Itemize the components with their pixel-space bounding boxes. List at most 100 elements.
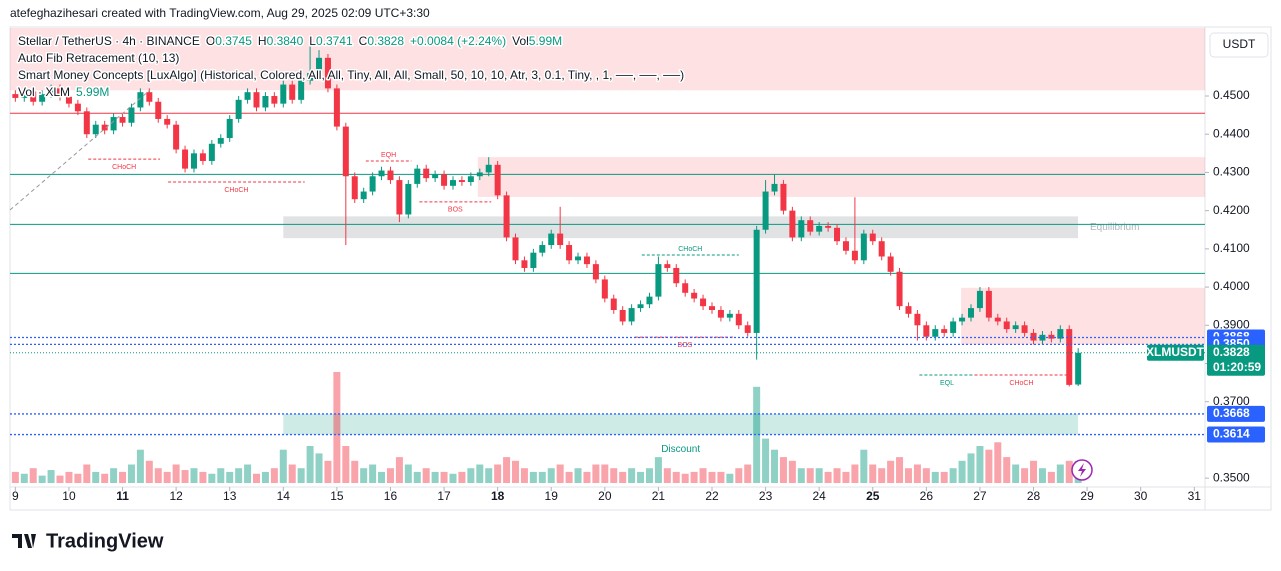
volume-bar xyxy=(851,464,859,483)
volume-bar xyxy=(181,470,189,483)
volume-bar xyxy=(154,468,162,483)
candle-body xyxy=(280,84,287,104)
candle-body xyxy=(226,118,233,139)
candle-body xyxy=(92,124,99,135)
candle-body xyxy=(583,256,590,265)
structure-label: CHoCH xyxy=(112,164,136,171)
candle-body xyxy=(548,233,555,246)
zone xyxy=(283,216,1078,239)
volume-bar xyxy=(520,468,528,483)
volume-bar xyxy=(244,464,252,483)
candle-body xyxy=(262,96,269,108)
ohlc-label: C xyxy=(359,34,368,48)
candle-body xyxy=(405,183,412,215)
volume-bar xyxy=(413,471,421,483)
y-tick-label: 0.4200 xyxy=(1213,203,1250,217)
candle-body xyxy=(101,124,108,131)
volume-bar xyxy=(815,468,823,483)
volume-bar xyxy=(556,464,564,483)
volume-bar xyxy=(949,468,957,483)
volume-bar xyxy=(101,473,109,483)
attribution: atefeghazihesari created with TradingVie… xyxy=(10,6,430,20)
volume-bar xyxy=(476,464,484,483)
candle-body xyxy=(860,233,867,261)
volume-bar xyxy=(288,464,296,483)
volume-bar xyxy=(1065,460,1073,483)
candle-body xyxy=(655,264,662,297)
indicator: Smart Money Concepts [LuxAlgo] (Historic… xyxy=(18,68,684,82)
volume-bar xyxy=(369,464,377,483)
candle-body xyxy=(190,153,197,169)
candle-body xyxy=(449,180,456,186)
volume-bar xyxy=(1030,460,1038,483)
volume-bar xyxy=(583,471,591,483)
candle-body xyxy=(637,304,644,309)
candle-body xyxy=(825,225,832,228)
volume-bar xyxy=(467,468,475,483)
candle-body xyxy=(164,118,171,125)
volume-bar xyxy=(690,471,698,483)
volume-bar xyxy=(199,471,207,483)
volume-bar xyxy=(217,468,225,483)
candle-body xyxy=(378,170,385,177)
volume-bar xyxy=(360,468,368,483)
candle-body xyxy=(298,80,305,100)
candle-body xyxy=(360,191,367,200)
candle-body xyxy=(369,176,376,192)
candle-body xyxy=(271,96,278,104)
candle-body xyxy=(905,306,912,314)
volume-bar xyxy=(422,468,430,483)
candle-body xyxy=(235,99,242,119)
volume-bar xyxy=(1038,468,1046,483)
structure-label: EQH xyxy=(381,152,396,159)
volume-bar xyxy=(253,473,261,483)
volume-bar xyxy=(172,464,180,483)
candle-body xyxy=(21,91,28,98)
candle-body xyxy=(146,92,153,102)
candle-body xyxy=(1066,329,1073,385)
candle-body xyxy=(842,241,849,251)
volume-bar xyxy=(610,468,618,483)
volume-bar xyxy=(386,468,394,483)
candle-body xyxy=(39,94,46,102)
volume-bar xyxy=(163,471,171,483)
x-tick-label: 16 xyxy=(384,489,398,503)
candle-body xyxy=(628,308,635,322)
volume-indicator: Vol · XLM 5.99M xyxy=(18,85,109,99)
volume-bar xyxy=(1047,471,1055,483)
volume-bar xyxy=(904,468,912,483)
price-tag-label: 0.3614 xyxy=(1213,427,1250,441)
candle-body xyxy=(610,298,617,310)
ohlc-label: H xyxy=(258,34,267,48)
ohlc-label: O xyxy=(206,34,215,48)
symbol-tag xyxy=(1147,344,1204,361)
volume-bar xyxy=(922,468,930,483)
volume-bar xyxy=(788,460,796,483)
structure-label: BOS xyxy=(678,342,693,349)
volume-bar xyxy=(726,473,734,483)
currency-button[interactable] xyxy=(1209,32,1269,58)
volume-bar xyxy=(779,457,787,483)
structure-label: BOS xyxy=(448,207,463,214)
volume-indicator-name: Vol · XLM xyxy=(18,85,70,99)
candle-body xyxy=(83,111,90,135)
change: +0.0084 (+2.24%) xyxy=(410,34,506,48)
volume-bar xyxy=(127,464,135,483)
price-tag xyxy=(1207,405,1265,422)
candle-body xyxy=(941,329,948,333)
x-tick-label: 23 xyxy=(759,489,773,503)
volume-bar xyxy=(878,468,886,483)
candle-body xyxy=(985,290,992,318)
candle-body xyxy=(744,325,751,333)
candle-body xyxy=(967,308,974,318)
x-tick-label: 17 xyxy=(437,489,451,503)
candle-body xyxy=(414,168,421,184)
volume-legend-label: Vol xyxy=(512,34,529,48)
candle-body xyxy=(700,298,707,307)
x-tick-label: 22 xyxy=(705,489,719,503)
legend-title: Stellar / TetherUS · 4h · BINANCE O0.3745… xyxy=(18,34,562,48)
candle-body xyxy=(476,172,483,177)
candle-body xyxy=(869,233,876,242)
volume-bar xyxy=(449,473,457,483)
